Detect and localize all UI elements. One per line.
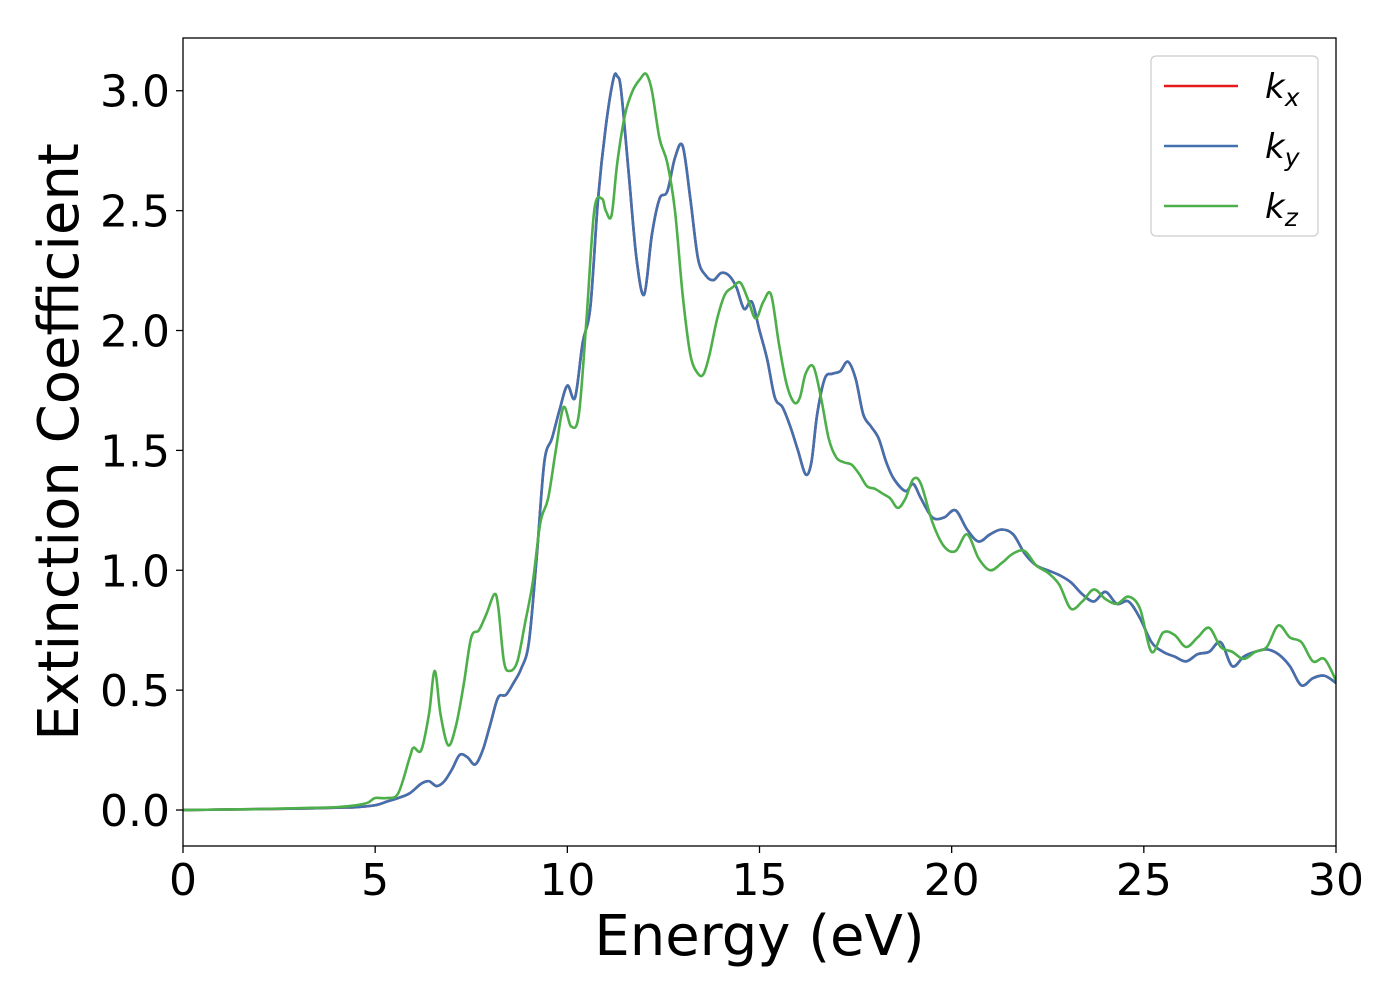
x-tick-label: 20 — [924, 855, 980, 906]
x-tick-label: 25 — [1116, 855, 1172, 906]
x-tick-label: 15 — [732, 855, 788, 906]
x-tick-label: 5 — [361, 855, 389, 906]
y-axis-title: Extinction Coefficient — [27, 143, 92, 741]
x-tick-label: 30 — [1308, 855, 1364, 906]
legend-label-ky: ky — [1265, 127, 1301, 172]
y-tick-label: 0.5 — [100, 666, 170, 717]
plot-area — [183, 38, 1336, 846]
series-line-kz — [183, 72, 1336, 812]
legend: kx ky kz — [1150, 55, 1319, 237]
x-tick-label: 10 — [539, 855, 595, 906]
legend-label-kz: kz — [1265, 187, 1299, 232]
y-tick-label: 1.5 — [100, 426, 170, 477]
y-tick-label: 0.0 — [100, 786, 170, 837]
y-tick-label: 1.0 — [100, 546, 170, 597]
x-axis-title: Energy (eV) — [594, 904, 924, 969]
y-tick-label: 3.0 — [100, 67, 170, 118]
y-tick-label: 2.5 — [100, 187, 170, 238]
legend-label-kx: kx — [1265, 67, 1300, 112]
y-tick-label: 2.0 — [100, 307, 170, 358]
x-tick-label: 0 — [169, 855, 197, 906]
